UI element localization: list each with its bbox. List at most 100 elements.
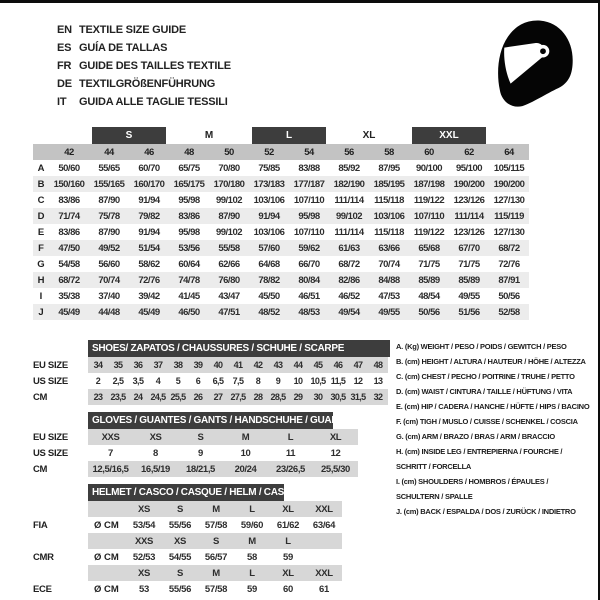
measure-value: 127/130 — [493, 226, 525, 238]
helmet-size: L — [285, 535, 291, 547]
size-column-header: 48 — [184, 146, 194, 158]
legend-line: E. (cm) HIP / CADERA / HANCHE / HÜFTE / … — [396, 402, 590, 411]
language-title: TEXTILE SIZE GUIDE — [79, 24, 187, 36]
measure-value: 95/100 — [455, 162, 483, 174]
measure-value: 87/90 — [218, 210, 240, 222]
measure-value: 115/119 — [494, 210, 524, 222]
measure-value: 119/122 — [413, 194, 445, 206]
measure-value: 41/45 — [178, 290, 200, 302]
helmet-value: 61 — [319, 583, 329, 595]
measure-value: 99/102 — [215, 226, 243, 238]
cell-value: 10 — [293, 376, 303, 386]
helmet-value: 59 — [283, 551, 293, 563]
measure-value: 165/175 — [173, 178, 205, 190]
measure-value: 75/78 — [98, 210, 120, 222]
cell-value: XL — [329, 431, 342, 443]
cell-value: 10 — [240, 447, 251, 459]
measure-value: 45/49 — [58, 306, 80, 318]
size-column-header: 52 — [264, 146, 274, 158]
language-code: DE — [57, 78, 72, 90]
measure-value: 190/200 — [453, 178, 485, 190]
row-label: J — [38, 306, 44, 318]
row-label: I — [39, 290, 43, 302]
measure-value: 49/55 — [378, 306, 400, 318]
legend-entry: F. (cm) TIGH / MUSLO / CUISSE / SCHENKEL… — [396, 414, 598, 429]
cell-value: 9 — [198, 447, 203, 459]
measure-value: 123/126 — [453, 226, 485, 238]
section-title: GLOVES / GUANTES / GANTS / HANDSCHUHE / … — [88, 412, 347, 429]
unit-label: Ø CM — [94, 583, 119, 595]
row-label: G — [37, 258, 45, 270]
measure-value: 50/60 — [58, 162, 80, 174]
helmet-values-row-fia: FIA Ø CM 53/54 55/56 57/58 59/60 61/62 63/64 — [33, 517, 342, 533]
language-code: FR — [57, 60, 72, 72]
language-title: GUIDE DES TAILLES TEXTILE — [79, 60, 231, 72]
helmet-size: S — [176, 503, 184, 515]
legend-line: A. (Kg) WEIGHT / PESO / POIDS / GEWITCH … — [396, 342, 567, 351]
legend-line: SCHRITT / FORCELLA — [396, 462, 472, 471]
cell-value: 45 — [313, 360, 323, 370]
measure-value: 91/94 — [258, 210, 280, 222]
size-group-xxl: XXL — [412, 127, 486, 144]
cell-value: 7,5 — [232, 376, 244, 386]
measure-value: 43/47 — [218, 290, 240, 302]
measure-value: 58/62 — [138, 258, 160, 270]
helmet-value: 55/56 — [168, 519, 192, 531]
helmet-size: M — [212, 567, 220, 579]
cell-value: 23 — [93, 392, 103, 402]
helmet-size: XS — [173, 535, 187, 547]
section-header-row: HELMET / CASCO / CASQUE / HELM / CASCO — [33, 484, 342, 501]
measure-value: 47/53 — [378, 290, 400, 302]
cell-value: 34 — [93, 360, 103, 370]
unit-label: Ø CM — [94, 519, 119, 531]
section-row: EU SIZE XXS XS S M L XL — [33, 429, 358, 445]
legend-line: B. (cm) HEIGHT / ALTURA / HAUTEUR / HÖHE… — [396, 357, 586, 366]
legend-entry: B. (cm) HEIGHT / ALTURA / HAUTEUR / HÖHE… — [396, 354, 598, 369]
section-row: CM 23 23,5 24 24,5 25,5 26 27 27,5 28 28,5 29 30 30,5… — [33, 389, 390, 405]
measure-row-f: F 47/50 49/52 51/54 53/56 55/58 57/60 59/62 61/6… — [33, 240, 529, 256]
measure-value: 119/122 — [413, 226, 445, 238]
measure-value: 47/50 — [58, 242, 80, 254]
language-row-es: ES GUÍA DE TALLAS — [57, 39, 231, 57]
row-label: H — [37, 274, 45, 286]
measure-value: 87/95 — [378, 162, 400, 174]
helmet-value: 57/58 — [204, 519, 228, 531]
helmet-value: 54/55 — [168, 551, 192, 563]
language-row-fr: FR GUIDE DES TAILLES TEXTILE — [57, 57, 231, 75]
language-row-de: DE TEXTILGRÖßENFÜHRUNG — [57, 75, 231, 93]
cell-value: 46 — [333, 360, 343, 370]
measure-value: 160/170 — [133, 178, 165, 190]
measure-value: 95/98 — [178, 194, 200, 206]
cell-value: 5 — [175, 376, 181, 386]
cell-value: 31,5 — [350, 392, 366, 402]
measure-value: 60/64 — [178, 258, 200, 270]
measure-value: 66/70 — [298, 258, 320, 270]
measure-value: 105/115 — [493, 162, 525, 174]
cell-value: 41 — [233, 360, 243, 370]
cells: Ø CM 52/53 54/55 56/57 58 59 — [88, 549, 342, 565]
measure-value: 103/106 — [373, 210, 405, 222]
helmet-value: 53/54 — [132, 519, 156, 531]
language-code: IT — [57, 96, 67, 108]
measure-value: 46/51 — [298, 290, 320, 302]
helmet-sizes: XS S M L XL XXL — [88, 565, 342, 581]
measure-value: 85/92 — [338, 162, 360, 174]
language-title: GUÍA DE TALLAS — [79, 42, 168, 54]
measure-value: 51/54 — [138, 242, 160, 254]
helmet-value: 59/60 — [240, 519, 264, 531]
measure-value: 70/80 — [218, 162, 240, 174]
measure-value: 91/94 — [138, 194, 160, 206]
language-title: TEXTILGRÖßENFÜHRUNG — [79, 78, 216, 90]
helmet-value: 60 — [283, 583, 293, 595]
helmet-value: 53 — [139, 583, 149, 595]
cell-value: XXS — [101, 431, 120, 443]
legend-entry: E. (cm) HIP / CADERA / HANCHE / HÜFTE / … — [396, 399, 598, 414]
cell-value: 47 — [353, 360, 363, 370]
measure-value: 49/54 — [338, 306, 360, 318]
measure-value: 173/183 — [253, 178, 285, 190]
measure-value: 182/190 — [333, 178, 365, 190]
legend-entry: G. (cm) ARM / BRAZO / BRAS / ARM / BRACC… — [396, 429, 598, 444]
measure-value: 45/50 — [258, 290, 280, 302]
language-row-en: EN TEXTILE SIZE GUIDE — [57, 21, 231, 39]
size-number-row: 42 44 46 48 50 52 54 56 58 60 62 64 — [33, 144, 529, 160]
